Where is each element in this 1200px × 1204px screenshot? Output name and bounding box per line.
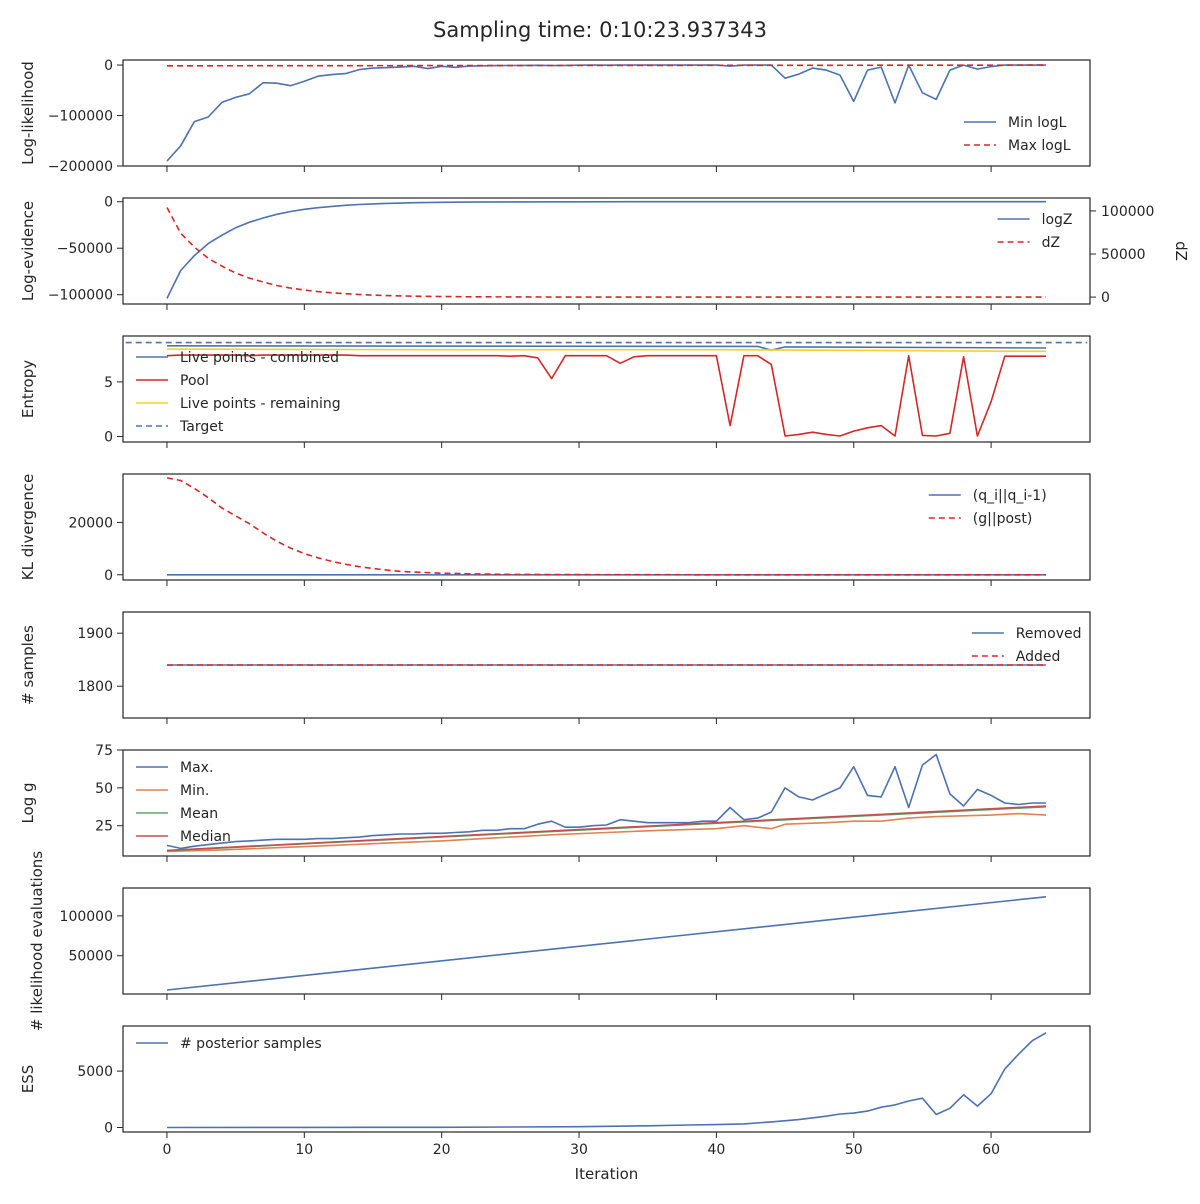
series-line-pool [166, 354, 1046, 437]
y-tick-label: −100000 [48, 288, 113, 304]
y-tick-label: 100000 [60, 909, 113, 925]
axes-frame [122, 473, 1091, 581]
panel-5: 75 50 25 Log g Max. Min. Mean Median [19, 743, 1091, 862]
y-axis-label: # samples [19, 625, 37, 705]
y-right-tick-label: 100000 [1101, 204, 1154, 220]
legend-label: Pool [180, 373, 209, 389]
legend-label: Min logL [1008, 115, 1067, 131]
x-tick-label: 50 [845, 1142, 863, 1158]
y-tick-label: 1800 [77, 679, 113, 695]
axes-frame [122, 1025, 1091, 1133]
x-tick-label: 30 [570, 1142, 588, 1158]
legend-label: dZ [1042, 235, 1060, 251]
panel-1: 0 −50000 −100000 0 50000 100000 Log-evidence dZ… [19, 195, 1190, 310]
legend-label: Live points - combined [180, 350, 339, 366]
y-tick-label: 1900 [77, 626, 113, 642]
series-line-max-logl [166, 64, 1047, 67]
y-tick-label: 0 [104, 430, 113, 446]
y-tick-label: −50000 [57, 241, 113, 257]
y-axis-label: Log-evidence [19, 201, 37, 301]
series-line-live-points-remaining [166, 348, 1047, 353]
y-right-tick-label: 50000 [1101, 247, 1146, 263]
y-tick-label: 0 [104, 195, 113, 211]
axes-frame [122, 59, 1091, 167]
series-line-evals [166, 896, 1047, 991]
chart-title: Sampling time: 0:10:23.937343 [433, 18, 767, 42]
series-line--g-post- [166, 477, 1046, 576]
axes-frame [122, 749, 1091, 857]
y-tick-label: 5 [104, 375, 113, 391]
y-tick-label: 50 [95, 781, 113, 797]
y-axis-label-right: dZ [1172, 241, 1190, 261]
y-tick-label: 25 [95, 819, 113, 835]
series-line--posterior-samples [166, 1032, 1047, 1129]
x-tick-label: 20 [433, 1142, 451, 1158]
legend-label: Min. [180, 783, 209, 799]
legend-label: Live points - remaining [180, 396, 341, 412]
legend-label: Mean [180, 806, 218, 822]
legend-label: Target [179, 419, 224, 435]
series-line-min-logl [166, 64, 1046, 162]
y-tick-label: 0 [104, 58, 113, 74]
axes-frame [122, 887, 1091, 995]
y-tick-label: 20000 [68, 515, 113, 531]
x-axis-label: Iteration [575, 1165, 639, 1183]
panel-7: 5000 0 0 10 20 30 40 50 60 ESS # posterior samples [19, 1025, 1091, 1158]
y-tick-label: 75 [95, 743, 113, 759]
panel-2: 0 5 Entropy Live points - combined Pool Live … [19, 335, 1091, 448]
y-axis-label: ESS [19, 1065, 37, 1094]
series-line-logz [166, 200, 1046, 299]
legend-label: (q_i||q_i-1) [973, 488, 1047, 504]
legend-label: Max logL [1008, 138, 1071, 154]
legend-label: # posterior samples [180, 1036, 322, 1052]
series-line-dz [166, 207, 1046, 298]
y-axis-label: KL divergence [19, 474, 37, 580]
y-tick-label: −100000 [48, 109, 113, 125]
x-tick-label: 40 [707, 1142, 725, 1158]
panel-6: 100000 50000 # likelihood evaluations [28, 851, 1091, 1031]
legend-label: Median [180, 829, 231, 845]
y-tick-label: 0 [104, 1120, 113, 1136]
y-tick-label: 0 [104, 568, 113, 584]
legend-label: logZ [1042, 212, 1073, 228]
legend-label: Max. [180, 760, 213, 776]
axes-frame [122, 611, 1091, 719]
axes-frame [122, 335, 1091, 443]
series-line-median [166, 805, 1047, 852]
y-tick-label: 5000 [77, 1064, 113, 1080]
axes-frame [122, 197, 1091, 305]
x-tick-label: 60 [982, 1142, 1000, 1158]
series-line-max- [166, 753, 1046, 850]
y-axis-label: # likelihood evaluations [28, 851, 46, 1031]
legend-label: (g||post) [973, 511, 1032, 527]
y-right-tick-label: 0 [1101, 290, 1110, 306]
legend-label: Removed [1016, 626, 1082, 642]
y-axis-label: Entropy [19, 360, 37, 418]
panel-4: 1900 1800 # samples Removed Added [19, 611, 1091, 724]
y-axis-label: Log g [19, 782, 37, 823]
panel-3: 0 20000 KL divergence (q_i||q_i-1) (g||post) [19, 473, 1091, 586]
x-tick-label: 0 [162, 1142, 171, 1158]
legend-label: Added [1016, 649, 1061, 665]
y-tick-label: −200000 [48, 159, 113, 175]
y-axis-label: Log-likelihood [19, 61, 37, 165]
x-tick-label: 10 [295, 1142, 313, 1158]
panel-0: 0 −100000 −200000 Log-likelihood Min logL Max… [19, 58, 1091, 175]
y-tick-label: 50000 [68, 949, 113, 965]
series-line-min- [166, 812, 1047, 853]
